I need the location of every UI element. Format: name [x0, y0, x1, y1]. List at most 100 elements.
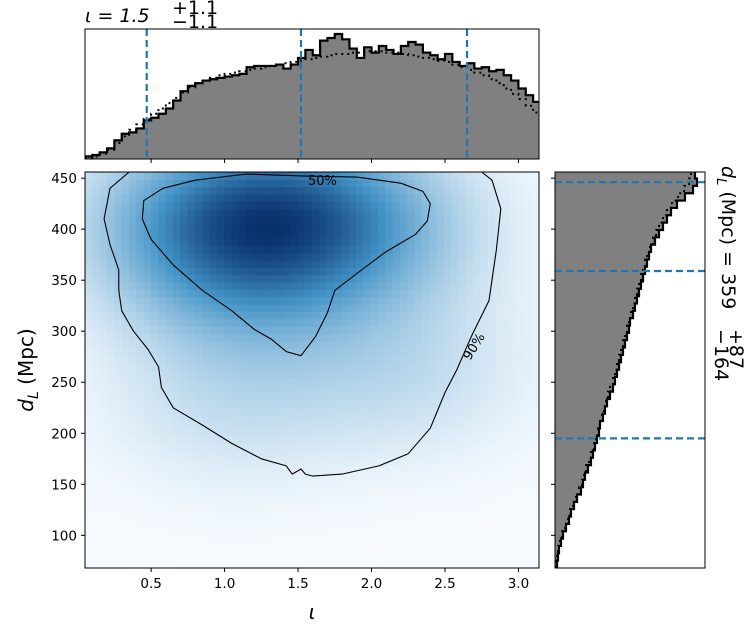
heatmap-cell: [319, 531, 328, 540]
heatmap-cell: [377, 230, 386, 239]
heatmap-cell: [341, 465, 350, 474]
heatmap-cell: [172, 546, 181, 554]
heatmap-cell: [150, 480, 159, 488]
heatmap-cell: [92, 436, 101, 444]
heatmap-cell: [451, 516, 460, 525]
heatmap-cell: [238, 340, 247, 349]
heatmap-cell: [290, 201, 298, 210]
heatmap-cell: [319, 502, 328, 510]
heatmap-cell: [114, 216, 123, 224]
heatmap-cell: [253, 201, 262, 210]
heatmap-cell: [436, 487, 445, 496]
heatmap-cell: [128, 428, 137, 437]
heatmap-cell: [451, 465, 460, 474]
heatmap-cell: [429, 230, 438, 239]
heatmap-cell: [92, 546, 101, 554]
heatmap-cell: [194, 304, 203, 312]
heatmap-cell: [92, 208, 101, 217]
heatmap-cell: [297, 340, 306, 349]
heatmap-cell: [187, 245, 196, 254]
heatmap-cell: [114, 194, 123, 202]
heatmap-cell: [333, 289, 342, 298]
heatmap-cell: [253, 348, 262, 356]
heatmap-cell: [231, 465, 240, 474]
heatmap-cell: [304, 436, 313, 444]
heatmap-cell: [509, 304, 518, 312]
heatmap-cell: [502, 392, 511, 400]
heatmap-cell: [524, 524, 533, 532]
heatmap-cell: [114, 348, 123, 356]
heatmap-cell: [202, 179, 211, 188]
heatmap-cell: [421, 245, 430, 254]
heatmap-cell: [407, 472, 416, 481]
heatmap-cell: [421, 384, 430, 393]
heatmap-cell: [465, 509, 474, 518]
heatmap-cell: [363, 362, 372, 371]
heatmap-cell: [399, 318, 408, 327]
heatmap-cell: [224, 458, 233, 466]
heatmap-cell: [348, 538, 357, 547]
heatmap-cell: [216, 465, 225, 474]
heatmap-cell: [465, 252, 474, 261]
heatmap-cell: [326, 406, 335, 415]
heatmap-cell: [92, 333, 101, 342]
heatmap-cell: [268, 531, 276, 540]
heatmap-cell: [509, 260, 518, 268]
heatmap-cell: [531, 560, 539, 568]
heatmap-cell: [268, 260, 276, 268]
heatmap-cell: [465, 296, 474, 305]
heatmap-cell: [333, 208, 342, 217]
heatmap-cell: [224, 311, 233, 320]
heatmap-cell: [392, 333, 401, 342]
heatmap-cell: [451, 472, 460, 481]
heatmap-cell: [136, 377, 145, 386]
heatmap-cell: [502, 406, 511, 415]
heatmap-cell: [268, 340, 276, 349]
heatmap-cell: [260, 509, 269, 518]
heatmap-cell: [333, 450, 342, 459]
heatmap-cell: [480, 282, 489, 290]
heatmap-cell: [495, 377, 503, 386]
heatmap-cell: [473, 333, 482, 342]
heatmap-cell: [341, 260, 350, 268]
heatmap-cell: [114, 399, 123, 408]
heatmap-cell: [363, 450, 372, 459]
heatmap-cell: [502, 450, 511, 459]
heatmap-cell: [224, 399, 233, 408]
heatmap-cell: [172, 516, 181, 525]
heatmap-cell: [392, 274, 401, 283]
heatmap-cell: [436, 524, 445, 532]
heatmap-cell: [304, 348, 313, 356]
heatmap-cell: [106, 502, 115, 510]
heatmap-cell: [194, 186, 203, 195]
heatmap-cell: [517, 296, 525, 305]
heatmap-cell: [275, 252, 284, 261]
heatmap-cell: [85, 267, 93, 276]
heatmap-cell: [377, 450, 386, 459]
heatmap-cell: [385, 230, 394, 239]
heatmap-cell: [319, 333, 328, 342]
heatmap-cell: [238, 465, 247, 474]
heatmap-cell: [421, 502, 430, 510]
heatmap-cell: [209, 179, 218, 188]
heatmap-cell: [407, 223, 416, 232]
heatmap-cell: [136, 546, 145, 554]
heatmap-cell: [312, 509, 320, 518]
heatmap-cell: [363, 487, 372, 496]
heatmap-cell: [487, 502, 496, 510]
heatmap-cell: [370, 516, 379, 525]
heatmap-cell: [355, 450, 364, 459]
heatmap-cell: [268, 216, 276, 224]
heatmap-cell: [224, 494, 233, 503]
heatmap-cell: [231, 480, 240, 488]
heatmap-cell: [333, 509, 342, 518]
heatmap-cell: [480, 494, 489, 503]
heatmap-cell: [260, 494, 269, 503]
heatmap-cell: [268, 399, 276, 408]
heatmap-cell: [480, 392, 489, 400]
heatmap-cell: [407, 406, 416, 415]
heatmap-cell: [85, 384, 93, 393]
heatmap-cell: [136, 399, 145, 408]
heatmap-cell: [341, 179, 350, 188]
heatmap-cell: [399, 333, 408, 342]
